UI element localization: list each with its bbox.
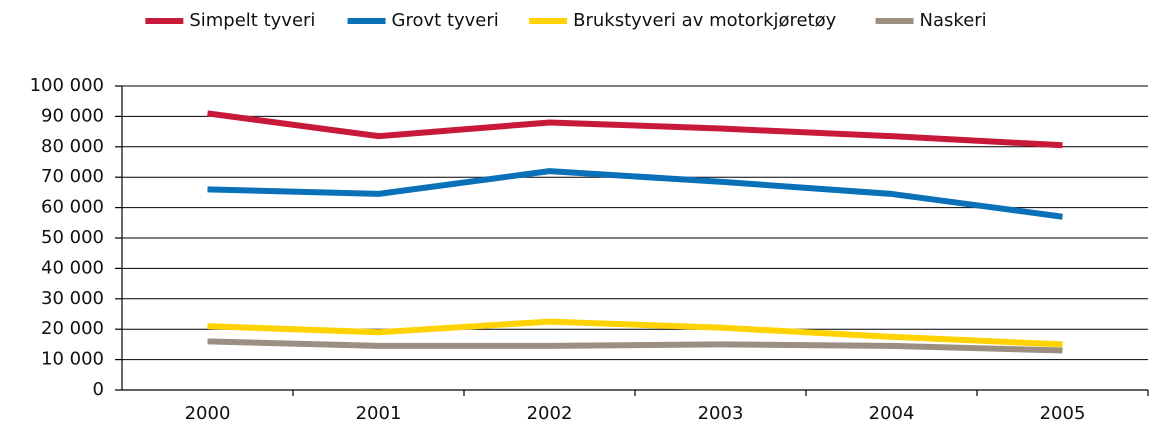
y-tick-label: 40 000	[41, 257, 104, 278]
x-tick-label: 2001	[356, 403, 402, 423]
y-tick-label: 10 000	[41, 349, 104, 370]
y-tick-label: 0	[93, 379, 104, 400]
legend-label: Simpelt tyveri	[189, 10, 315, 31]
y-tick-label: 70 000	[41, 166, 104, 187]
x-tick-label: 2005	[1040, 403, 1086, 423]
legend-label: Brukstyveri av motorkjøretøy	[573, 10, 837, 31]
series-line	[207, 110, 1063, 149]
y-tick-label: 100 000	[30, 75, 104, 96]
x-tick-label: 2003	[698, 403, 744, 423]
x-tick-label: 2000	[185, 403, 231, 423]
series-line	[207, 168, 1063, 220]
y-tick-label: 60 000	[41, 197, 104, 218]
x-tick-label: 2004	[869, 403, 915, 423]
legend-label: Grovt tyveri	[392, 10, 499, 31]
y-tick-label: 80 000	[41, 136, 104, 157]
series-line	[207, 338, 1063, 354]
y-tick-label: 30 000	[41, 288, 104, 309]
y-tick-label: 50 000	[41, 227, 104, 248]
y-tick-label: 20 000	[41, 318, 104, 339]
y-tick-label: 90 000	[41, 105, 104, 126]
series-line	[207, 318, 1063, 348]
legend-label: Naskeri	[920, 10, 987, 31]
x-tick-label: 2002	[527, 403, 573, 423]
